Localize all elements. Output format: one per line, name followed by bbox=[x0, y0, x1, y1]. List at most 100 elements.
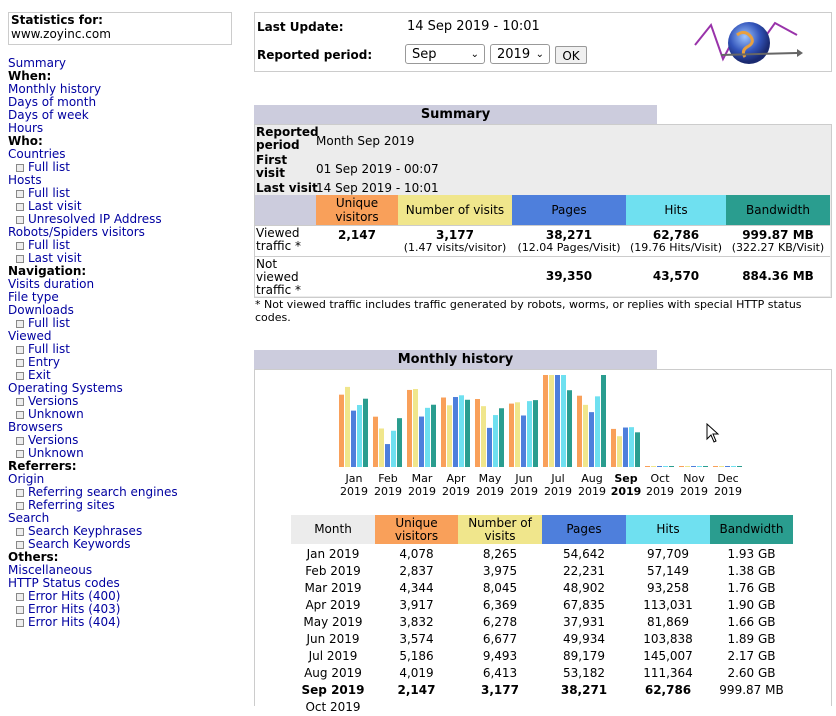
bar-pages-sep-2019 bbox=[623, 427, 628, 467]
cell-unique-visitors: 5,186 bbox=[399, 649, 434, 663]
cell-pages: 49,934 bbox=[563, 632, 605, 646]
menu-item-days-of-week[interactable]: Days of week bbox=[8, 109, 89, 122]
menu-item-hosts[interactable]: Hosts bbox=[8, 174, 42, 187]
menu-label: Who: bbox=[8, 134, 43, 148]
cell-number-of-visits: 6,278 bbox=[482, 615, 518, 629]
month-year: 2019 bbox=[442, 485, 470, 498]
chart-month-label: Mar 2019 bbox=[405, 472, 439, 498]
submenu-bullet-icon bbox=[16, 359, 24, 367]
cell-month: May 2019 bbox=[303, 615, 363, 629]
submenu-bullet-icon bbox=[16, 437, 24, 445]
bar-hits-aug-2019 bbox=[595, 396, 600, 467]
chart-month-label: Jan 2019 bbox=[337, 472, 371, 498]
menu-subitem-full-list[interactable]: Full list bbox=[16, 317, 70, 330]
menu-item-viewed[interactable]: Viewed bbox=[8, 330, 51, 343]
menu-label: Viewed bbox=[8, 329, 52, 343]
cell-number-of-visits: 6,413 bbox=[482, 666, 518, 680]
bar-hits-jan-2019 bbox=[357, 405, 362, 467]
menu-subitem-referring-sites[interactable]: Referring sites bbox=[16, 499, 115, 512]
menu-item-miscellaneous[interactable]: Miscellaneous bbox=[8, 564, 92, 577]
menu-subitem-search-keyphrases[interactable]: Search Keyphrases bbox=[16, 525, 142, 538]
month-name: Nov bbox=[683, 472, 705, 485]
menu-label: Search Keywords bbox=[28, 537, 131, 551]
menu-item-downloads[interactable]: Downloads bbox=[8, 304, 74, 317]
bar-bandwidth-dec-2019 bbox=[737, 466, 742, 467]
menu-label: Hosts bbox=[8, 173, 42, 187]
table-row-partial: Oct 2019 bbox=[291, 699, 793, 716]
cell-number-of-visits: 3,177 bbox=[481, 683, 519, 697]
menu-subitem-entry[interactable]: Entry bbox=[16, 356, 60, 369]
menu-item-http-status-codes[interactable]: HTTP Status codes bbox=[8, 577, 120, 590]
month-year: 2019 bbox=[510, 485, 538, 498]
menu-subitem-versions[interactable]: Versions bbox=[16, 434, 78, 447]
bar-pages-jan-2019 bbox=[351, 410, 356, 467]
menu-label: Search bbox=[8, 511, 50, 525]
menu-subitem-unknown[interactable]: Unknown bbox=[16, 408, 84, 421]
menu-label: Entry bbox=[28, 355, 60, 369]
menu-subitem-unknown[interactable]: Unknown bbox=[16, 447, 84, 460]
viewed-unique: 2,147 bbox=[338, 228, 376, 242]
cell-month: Aug 2019 bbox=[304, 666, 362, 680]
cell-month: Apr 2019 bbox=[305, 598, 361, 612]
month-year: 2019 bbox=[680, 485, 708, 498]
menu-subitem-last-visit[interactable]: Last visit bbox=[16, 252, 82, 265]
table-row: Mar 2019 4,344 8,045 48,902 93,258 1.76 GB bbox=[291, 580, 793, 597]
menu-subitem-error-hits-404[interactable]: Error Hits (404) bbox=[16, 616, 120, 629]
month-select[interactable]: Sep ⌄ bbox=[405, 44, 485, 64]
menu-item-browsers[interactable]: Browsers bbox=[8, 421, 63, 434]
menu-subitem-exit[interactable]: Exit bbox=[16, 369, 51, 382]
summary-table: Reported period Month Sep 2019 First vis… bbox=[254, 124, 832, 298]
year-select-value: 2019 bbox=[497, 47, 531, 62]
menu-item-visits-duration[interactable]: Visits duration bbox=[8, 278, 94, 291]
menu-item-file-type[interactable]: File type bbox=[8, 291, 59, 304]
menu-subitem-versions[interactable]: Versions bbox=[16, 395, 78, 408]
menu-subitem-error-hits-400[interactable]: Error Hits (400) bbox=[16, 590, 120, 603]
cell-hits: 103,838 bbox=[643, 632, 693, 646]
menu-item-operating-systems[interactable]: Operating Systems bbox=[8, 382, 123, 395]
submenu-bullet-icon bbox=[16, 541, 24, 549]
cell-bandwidth: 1.76 GB bbox=[727, 581, 776, 595]
menu-subitem-last-visit[interactable]: Last visit bbox=[16, 200, 82, 213]
table-row: Apr 2019 3,917 6,369 67,835 113,031 1.90 GB bbox=[291, 597, 793, 614]
cell-unique-visitors: 4,078 bbox=[399, 547, 434, 561]
menu-item-monthly-history[interactable]: Monthly history bbox=[8, 83, 101, 96]
year-select[interactable]: 2019 ⌄ bbox=[490, 44, 550, 64]
menu-item-hours[interactable]: Hours bbox=[8, 122, 43, 135]
bar-visits-mar-2019 bbox=[413, 389, 418, 467]
menu-subitem-referring-search-engines[interactable]: Referring search engines bbox=[16, 486, 178, 499]
cell-pages: 37,931 bbox=[563, 615, 605, 629]
menu-subitem-full-list[interactable]: Full list bbox=[16, 187, 70, 200]
menu-label: Last visit bbox=[28, 199, 82, 213]
cell-hits: 57,149 bbox=[647, 564, 689, 578]
menu-subitem-unresolved-ip-address[interactable]: Unresolved IP Address bbox=[16, 213, 162, 226]
menu-item-countries[interactable]: Countries bbox=[8, 148, 66, 161]
ok-button[interactable]: OK bbox=[555, 46, 587, 64]
menu-subitem-error-hits-403[interactable]: Error Hits (403) bbox=[16, 603, 120, 616]
mouse-cursor-icon bbox=[706, 423, 720, 443]
menu-label: Unresolved IP Address bbox=[28, 212, 162, 226]
menu-item-days-of-month[interactable]: Days of month bbox=[8, 96, 96, 109]
not-viewed-hits: 43,570 bbox=[652, 269, 700, 283]
month-name: Apr bbox=[446, 472, 466, 485]
menu-heading-others: Others: bbox=[8, 551, 58, 564]
cell-hits: 113,031 bbox=[643, 598, 693, 612]
viewed-traffic-label: Viewed traffic * bbox=[256, 226, 302, 253]
cell-month: Mar 2019 bbox=[304, 581, 362, 595]
menu-item-summary[interactable]: Summary bbox=[8, 57, 66, 70]
chevron-down-icon: ⌄ bbox=[470, 49, 479, 60]
menu-item-robots-spiders-visitors[interactable]: Robots/Spiders visitors bbox=[8, 226, 145, 239]
cell-bandwidth: 1.90 GB bbox=[727, 598, 776, 612]
menu-subitem-full-list[interactable]: Full list bbox=[16, 161, 70, 174]
bar-hits-jul-2019 bbox=[561, 375, 566, 467]
menu-subitem-search-keywords[interactable]: Search Keywords bbox=[16, 538, 131, 551]
menu-label: Miscellaneous bbox=[8, 563, 93, 577]
bar-hits-feb-2019 bbox=[391, 430, 396, 467]
menu-item-origin[interactable]: Origin bbox=[8, 473, 44, 486]
menu-subitem-full-list[interactable]: Full list bbox=[16, 239, 70, 252]
header-unique-visitors: Unique visitors bbox=[316, 195, 398, 225]
menu-subitem-full-list[interactable]: Full list bbox=[16, 343, 70, 356]
submenu-bullet-icon bbox=[16, 502, 24, 510]
bar-hits-sep-2019 bbox=[629, 427, 634, 467]
menu-item-search[interactable]: Search bbox=[8, 512, 49, 525]
cell-pages: 67,835 bbox=[563, 598, 605, 612]
